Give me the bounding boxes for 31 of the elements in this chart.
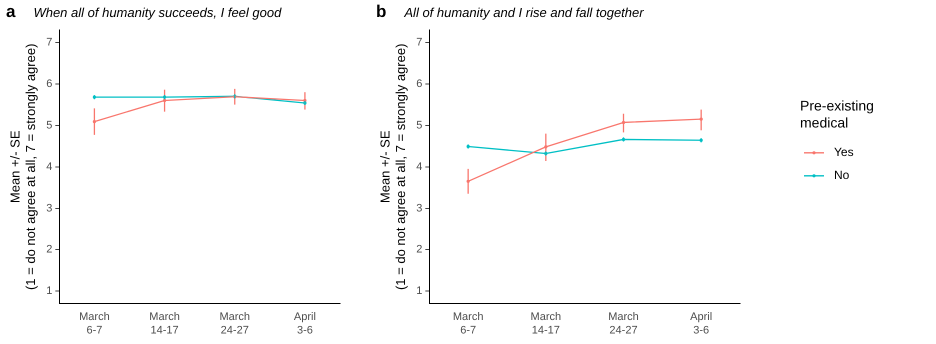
- x-tick-label: March 6-7: [79, 311, 110, 336]
- y-tick-label: 5: [416, 119, 422, 132]
- y-tick-label: 5: [46, 119, 52, 132]
- text: a: [6, 2, 16, 22]
- x-tick-label: April 3-6: [294, 311, 316, 336]
- y-tick-label: 2: [46, 244, 52, 256]
- legend-label: No: [834, 168, 850, 182]
- x-tick-label: March 14-17: [530, 311, 562, 336]
- y-tick-label: 7: [416, 36, 422, 48]
- y-axis-title: Mean +/- SE (1 = do not agree at all, 7 = strongly agree): [377, 44, 408, 290]
- y-tick-label: 6: [46, 78, 52, 90]
- y-tick-label: 4: [46, 160, 52, 173]
- x-tick-label: April 3-6: [690, 311, 712, 336]
- legend-label: Yes: [834, 145, 854, 160]
- chart-title: When all of humanity succeeds, I feel good: [33, 5, 282, 20]
- x-tick-label: March 24-27: [608, 311, 639, 336]
- y-tick-label: 2: [416, 244, 422, 256]
- x-tick-label: March 6-7: [452, 311, 484, 336]
- y-axis-title: Mean +/- SE (1 = do not agree at all, 7 = strongly agree): [7, 44, 38, 290]
- y-tick-label: 3: [416, 202, 422, 214]
- y-tick-label: 4: [416, 160, 422, 173]
- y-tick-label: 1: [416, 285, 422, 298]
- x-tick-label: March 24-27: [219, 311, 250, 336]
- x-tick-label: March 14-17: [149, 311, 180, 336]
- y-tick-label: 7: [46, 36, 52, 48]
- legend-title: Pre-existing medical: [800, 98, 874, 131]
- y-tick-label: 3: [46, 202, 52, 214]
- chart-title: All of humanity and I rise and fall together: [403, 5, 644, 20]
- y-tick-label: 6: [416, 78, 422, 90]
- y-tick-label: 1: [46, 285, 52, 298]
- text: b: [376, 2, 386, 22]
